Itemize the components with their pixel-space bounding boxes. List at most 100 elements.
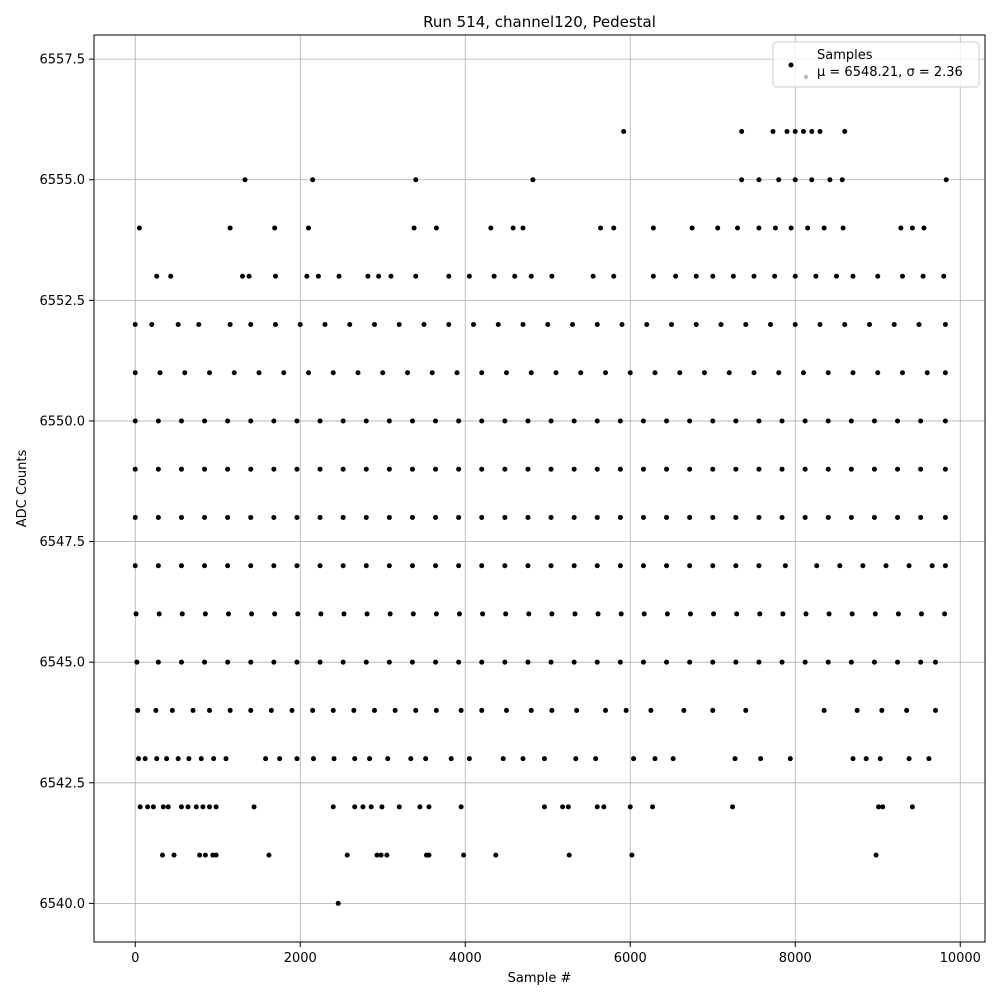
y-tick-label: 6557.5 — [40, 53, 86, 68]
data-point — [318, 611, 324, 617]
data-point — [297, 321, 303, 327]
data-point — [202, 659, 208, 665]
data-point — [352, 804, 358, 810]
data-point — [225, 466, 231, 472]
data-point — [169, 707, 175, 713]
data-point — [710, 659, 716, 665]
x-tick-label: 0 — [131, 951, 139, 966]
data-point — [479, 659, 485, 665]
data-point — [733, 563, 739, 569]
data-point — [294, 756, 300, 762]
data-point — [363, 466, 369, 472]
data-point — [826, 611, 832, 617]
data-point — [500, 756, 506, 762]
data-point — [372, 707, 377, 713]
data-point — [687, 466, 693, 472]
data-point — [502, 466, 508, 472]
data-point — [834, 273, 839, 279]
data-point — [687, 611, 693, 617]
data-point — [227, 321, 233, 327]
data-point — [202, 466, 208, 472]
data-point — [185, 804, 191, 810]
data-point — [640, 659, 646, 665]
data-point — [240, 273, 245, 279]
data-point — [871, 466, 877, 472]
data-point — [776, 370, 782, 376]
data-point — [479, 370, 485, 376]
data-point — [900, 370, 905, 376]
data-point — [920, 273, 926, 279]
data-point — [433, 659, 439, 665]
data-point — [273, 273, 278, 279]
data-point — [273, 321, 278, 327]
data-point — [617, 563, 623, 569]
data-point — [670, 756, 676, 762]
data-point — [693, 321, 699, 327]
y-axis-title: ADC Counts — [15, 450, 30, 528]
data-point — [871, 514, 877, 520]
data-point — [631, 756, 637, 762]
data-point — [909, 804, 915, 810]
data-point — [154, 273, 160, 279]
data-point — [895, 659, 901, 665]
data-point — [780, 611, 786, 617]
data-point — [842, 128, 848, 134]
data-point — [155, 418, 161, 424]
data-point — [384, 852, 390, 858]
data-point — [801, 370, 806, 376]
data-point — [386, 466, 392, 472]
data-point — [733, 418, 739, 424]
data-point — [918, 611, 924, 617]
data-point — [802, 466, 808, 472]
data-point — [310, 177, 316, 183]
data-point — [664, 659, 670, 665]
data-point — [322, 321, 328, 327]
data-point — [423, 756, 429, 762]
data-point — [802, 659, 808, 665]
y-axis-ticks: 6540.0 6542.5 6545.0 6547.5 6550.0 6552.5 6555… — [40, 53, 94, 912]
data-point — [200, 804, 206, 810]
data-point — [479, 418, 485, 424]
data-point — [248, 466, 254, 472]
data-point — [367, 756, 373, 762]
data-point — [330, 370, 336, 376]
data-point — [491, 273, 497, 279]
data-point — [871, 418, 877, 424]
data-point — [503, 611, 509, 617]
data-point — [756, 177, 762, 183]
data-point — [906, 563, 912, 569]
data-point — [590, 273, 596, 279]
data-point — [687, 659, 693, 665]
data-point — [756, 563, 762, 569]
data-point — [900, 273, 905, 279]
data-point — [387, 611, 393, 617]
data-point — [617, 466, 623, 472]
data-point — [573, 756, 579, 762]
data-point — [693, 273, 699, 279]
data-point — [271, 418, 277, 424]
data-point — [918, 514, 924, 520]
data-point — [281, 370, 287, 376]
x-tick-label: 6000 — [614, 951, 647, 966]
data-point — [880, 804, 886, 810]
data-point — [850, 273, 856, 279]
data-point — [566, 852, 572, 858]
data-point — [623, 707, 629, 713]
data-point — [792, 321, 798, 327]
data-point — [388, 273, 394, 279]
data-point — [386, 659, 392, 665]
data-point — [385, 756, 391, 762]
data-point — [530, 177, 536, 183]
data-point — [471, 321, 476, 327]
data-point — [134, 659, 140, 665]
data-point — [867, 321, 872, 327]
data-point — [340, 563, 346, 569]
data-point — [409, 659, 415, 665]
data-point — [268, 707, 274, 713]
data-point — [756, 466, 762, 472]
data-point — [560, 804, 566, 810]
data-point — [594, 466, 600, 472]
data-point — [164, 756, 170, 762]
data-point — [784, 128, 790, 134]
data-point — [417, 804, 423, 810]
